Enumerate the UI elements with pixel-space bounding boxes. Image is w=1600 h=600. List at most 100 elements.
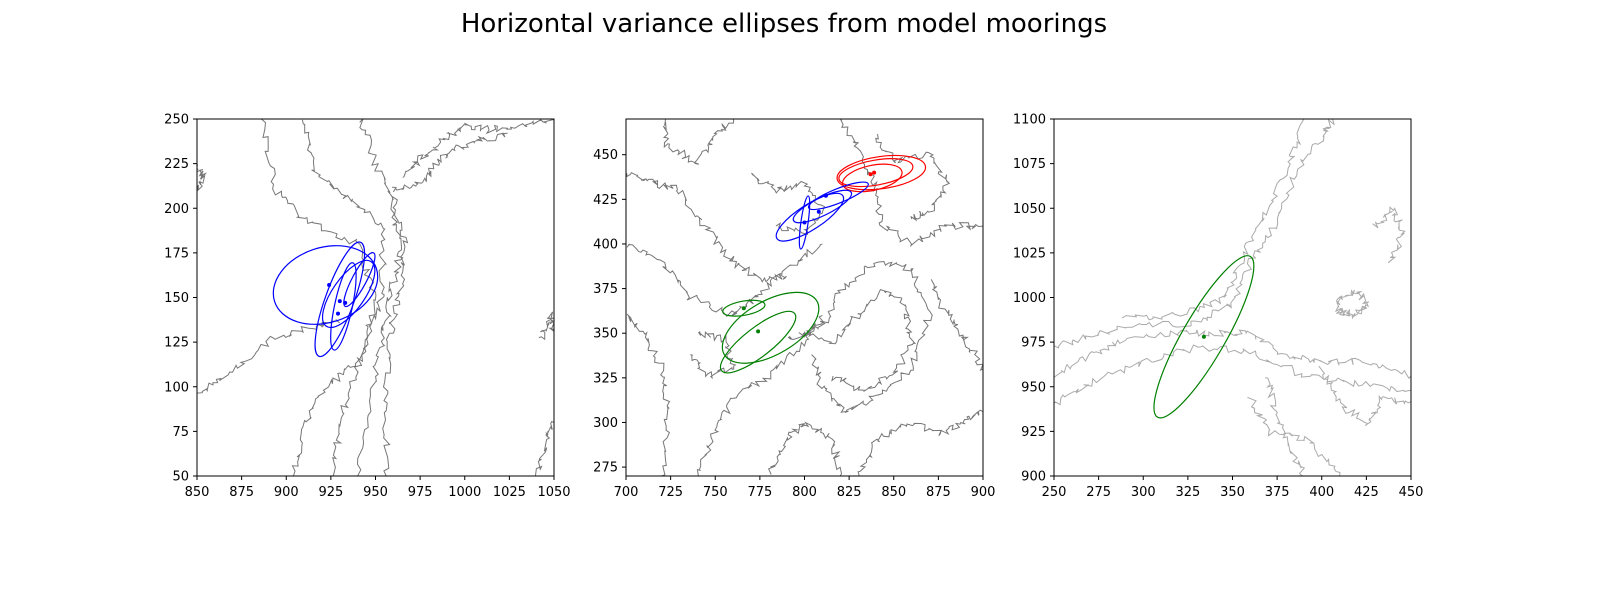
- variance-ellipses: [719, 154, 927, 374]
- y-tick-label: 50: [172, 470, 189, 485]
- y-tick-label: 1050: [1013, 202, 1046, 217]
- y-tick-label: 75: [172, 425, 189, 440]
- depth-contour: [1334, 289, 1370, 320]
- x-tick-label: 400: [1309, 485, 1334, 500]
- y-tick-label: 1100: [1013, 113, 1046, 128]
- y-tick-label: 925: [1021, 425, 1046, 440]
- x-tick-label: 850: [881, 485, 906, 500]
- x-tick-label: 325: [1175, 485, 1200, 500]
- y-tick-label: 425: [593, 193, 618, 208]
- variance-ellipse: [272, 245, 379, 325]
- mooring-point: [1201, 334, 1206, 339]
- depth-contours: [197, 119, 554, 476]
- variance-ellipse: [321, 259, 376, 328]
- y-tick-label: 150: [164, 291, 189, 306]
- x-tick-label: 1000: [448, 485, 481, 500]
- depth-contour: [767, 421, 843, 476]
- depth-contour: [538, 311, 554, 341]
- mooring-point: [868, 172, 873, 177]
- x-tick-label: 725: [658, 485, 683, 500]
- variance-ellipse: [807, 181, 869, 211]
- depth-contour: [857, 409, 983, 476]
- depth-contour: [402, 119, 554, 178]
- panel-right: 250 275 300 325 350 375 400 425 450 900 925 950 975 1…: [1013, 113, 1424, 501]
- depth-contour: [626, 243, 823, 317]
- depth-contour: [1265, 377, 1306, 476]
- variance-ellipse: [1153, 255, 1255, 419]
- mooring-point: [756, 329, 761, 334]
- variance-ellipse: [798, 195, 811, 250]
- depth-contour: [301, 119, 388, 476]
- depth-contour: [1247, 396, 1341, 476]
- x-tick-label: 925: [318, 485, 343, 500]
- x-tick-label: 450: [1399, 485, 1424, 500]
- x-tick-label: 825: [837, 485, 862, 500]
- depth-contour: [787, 260, 933, 414]
- y-tick-label: 975: [1021, 336, 1046, 351]
- x-tick-label: 800: [792, 485, 817, 500]
- x-tick-label: 275: [1086, 485, 1111, 500]
- mooring-point: [872, 170, 877, 175]
- y-tick-label: 350: [593, 327, 618, 342]
- depth-contour: [840, 119, 983, 248]
- y-tick-label: 950: [1021, 380, 1046, 395]
- depth-contour: [1054, 119, 1335, 349]
- variance-ellipse: [343, 252, 376, 308]
- variance-ellipse: [792, 189, 853, 224]
- x-tick-label: 300: [1131, 485, 1156, 500]
- mooring-point: [802, 220, 807, 225]
- variance-ellipse: [841, 163, 903, 193]
- depth-contour: [1318, 365, 1411, 427]
- variance-ellipse: [721, 291, 820, 364]
- x-tick-label: 900: [971, 485, 996, 500]
- mooring-point: [823, 193, 828, 198]
- y-tick-label: 100: [164, 380, 189, 395]
- x-tick-label: 350: [1220, 485, 1245, 500]
- depth-contour: [197, 319, 340, 394]
- depth-contour: [875, 134, 951, 222]
- mooring-point: [816, 209, 821, 214]
- x-tick-label: 750: [703, 485, 728, 500]
- depth-contour: [1054, 344, 1411, 406]
- depth-contours: [1054, 119, 1411, 476]
- y-tick-label: 900: [1021, 470, 1046, 485]
- x-tick-label: 775: [747, 485, 772, 500]
- depth-contour: [751, 172, 826, 236]
- depth-contour: [1054, 329, 1411, 380]
- y-tick-label: 275: [593, 461, 618, 476]
- x-tick-label: 875: [229, 485, 254, 500]
- y-tick-label: 200: [164, 202, 189, 217]
- y-tick-label: 325: [593, 371, 618, 386]
- variance-ellipse: [719, 310, 797, 374]
- axes-frame: [1053, 118, 1412, 477]
- x-tick-label: 950: [363, 485, 388, 500]
- depth-contour: [626, 313, 671, 476]
- panel-middle: 700 725 750 775 800 825 850 875 900 275 300 325 350 3…: [593, 118, 996, 500]
- mooring-point: [343, 300, 348, 305]
- variance-ellipse: [722, 299, 766, 317]
- x-tick-label: 425: [1354, 485, 1379, 500]
- y-tick-label: 250: [164, 113, 189, 128]
- depth-contour: [798, 288, 917, 392]
- x-tick-label: 1025: [493, 485, 526, 500]
- depth-contour: [382, 195, 409, 476]
- y-tick-label: 175: [164, 246, 189, 261]
- x-tick-label: 900: [274, 485, 299, 500]
- axes-frame: [625, 118, 984, 477]
- x-tick-label: 1050: [537, 485, 570, 500]
- y-tick-label: 225: [164, 157, 189, 172]
- depth-contour: [392, 132, 508, 193]
- depth-contour: [534, 420, 554, 476]
- y-tick-label: 375: [593, 282, 618, 297]
- variance-ellipses: [272, 241, 379, 358]
- y-tick-label: 125: [164, 336, 189, 351]
- y-tick-label: 300: [593, 416, 618, 431]
- depth-contour: [1372, 206, 1406, 264]
- x-tick-label: 850: [185, 485, 210, 500]
- x-tick-label: 875: [926, 485, 951, 500]
- panel-left: 850 875 900 925 950 975 1000 1025 1050 50 75 100 125…: [164, 113, 570, 501]
- variance-ellipse: [330, 262, 357, 351]
- depth-contours: [626, 119, 983, 476]
- x-tick-label: 375: [1265, 485, 1290, 500]
